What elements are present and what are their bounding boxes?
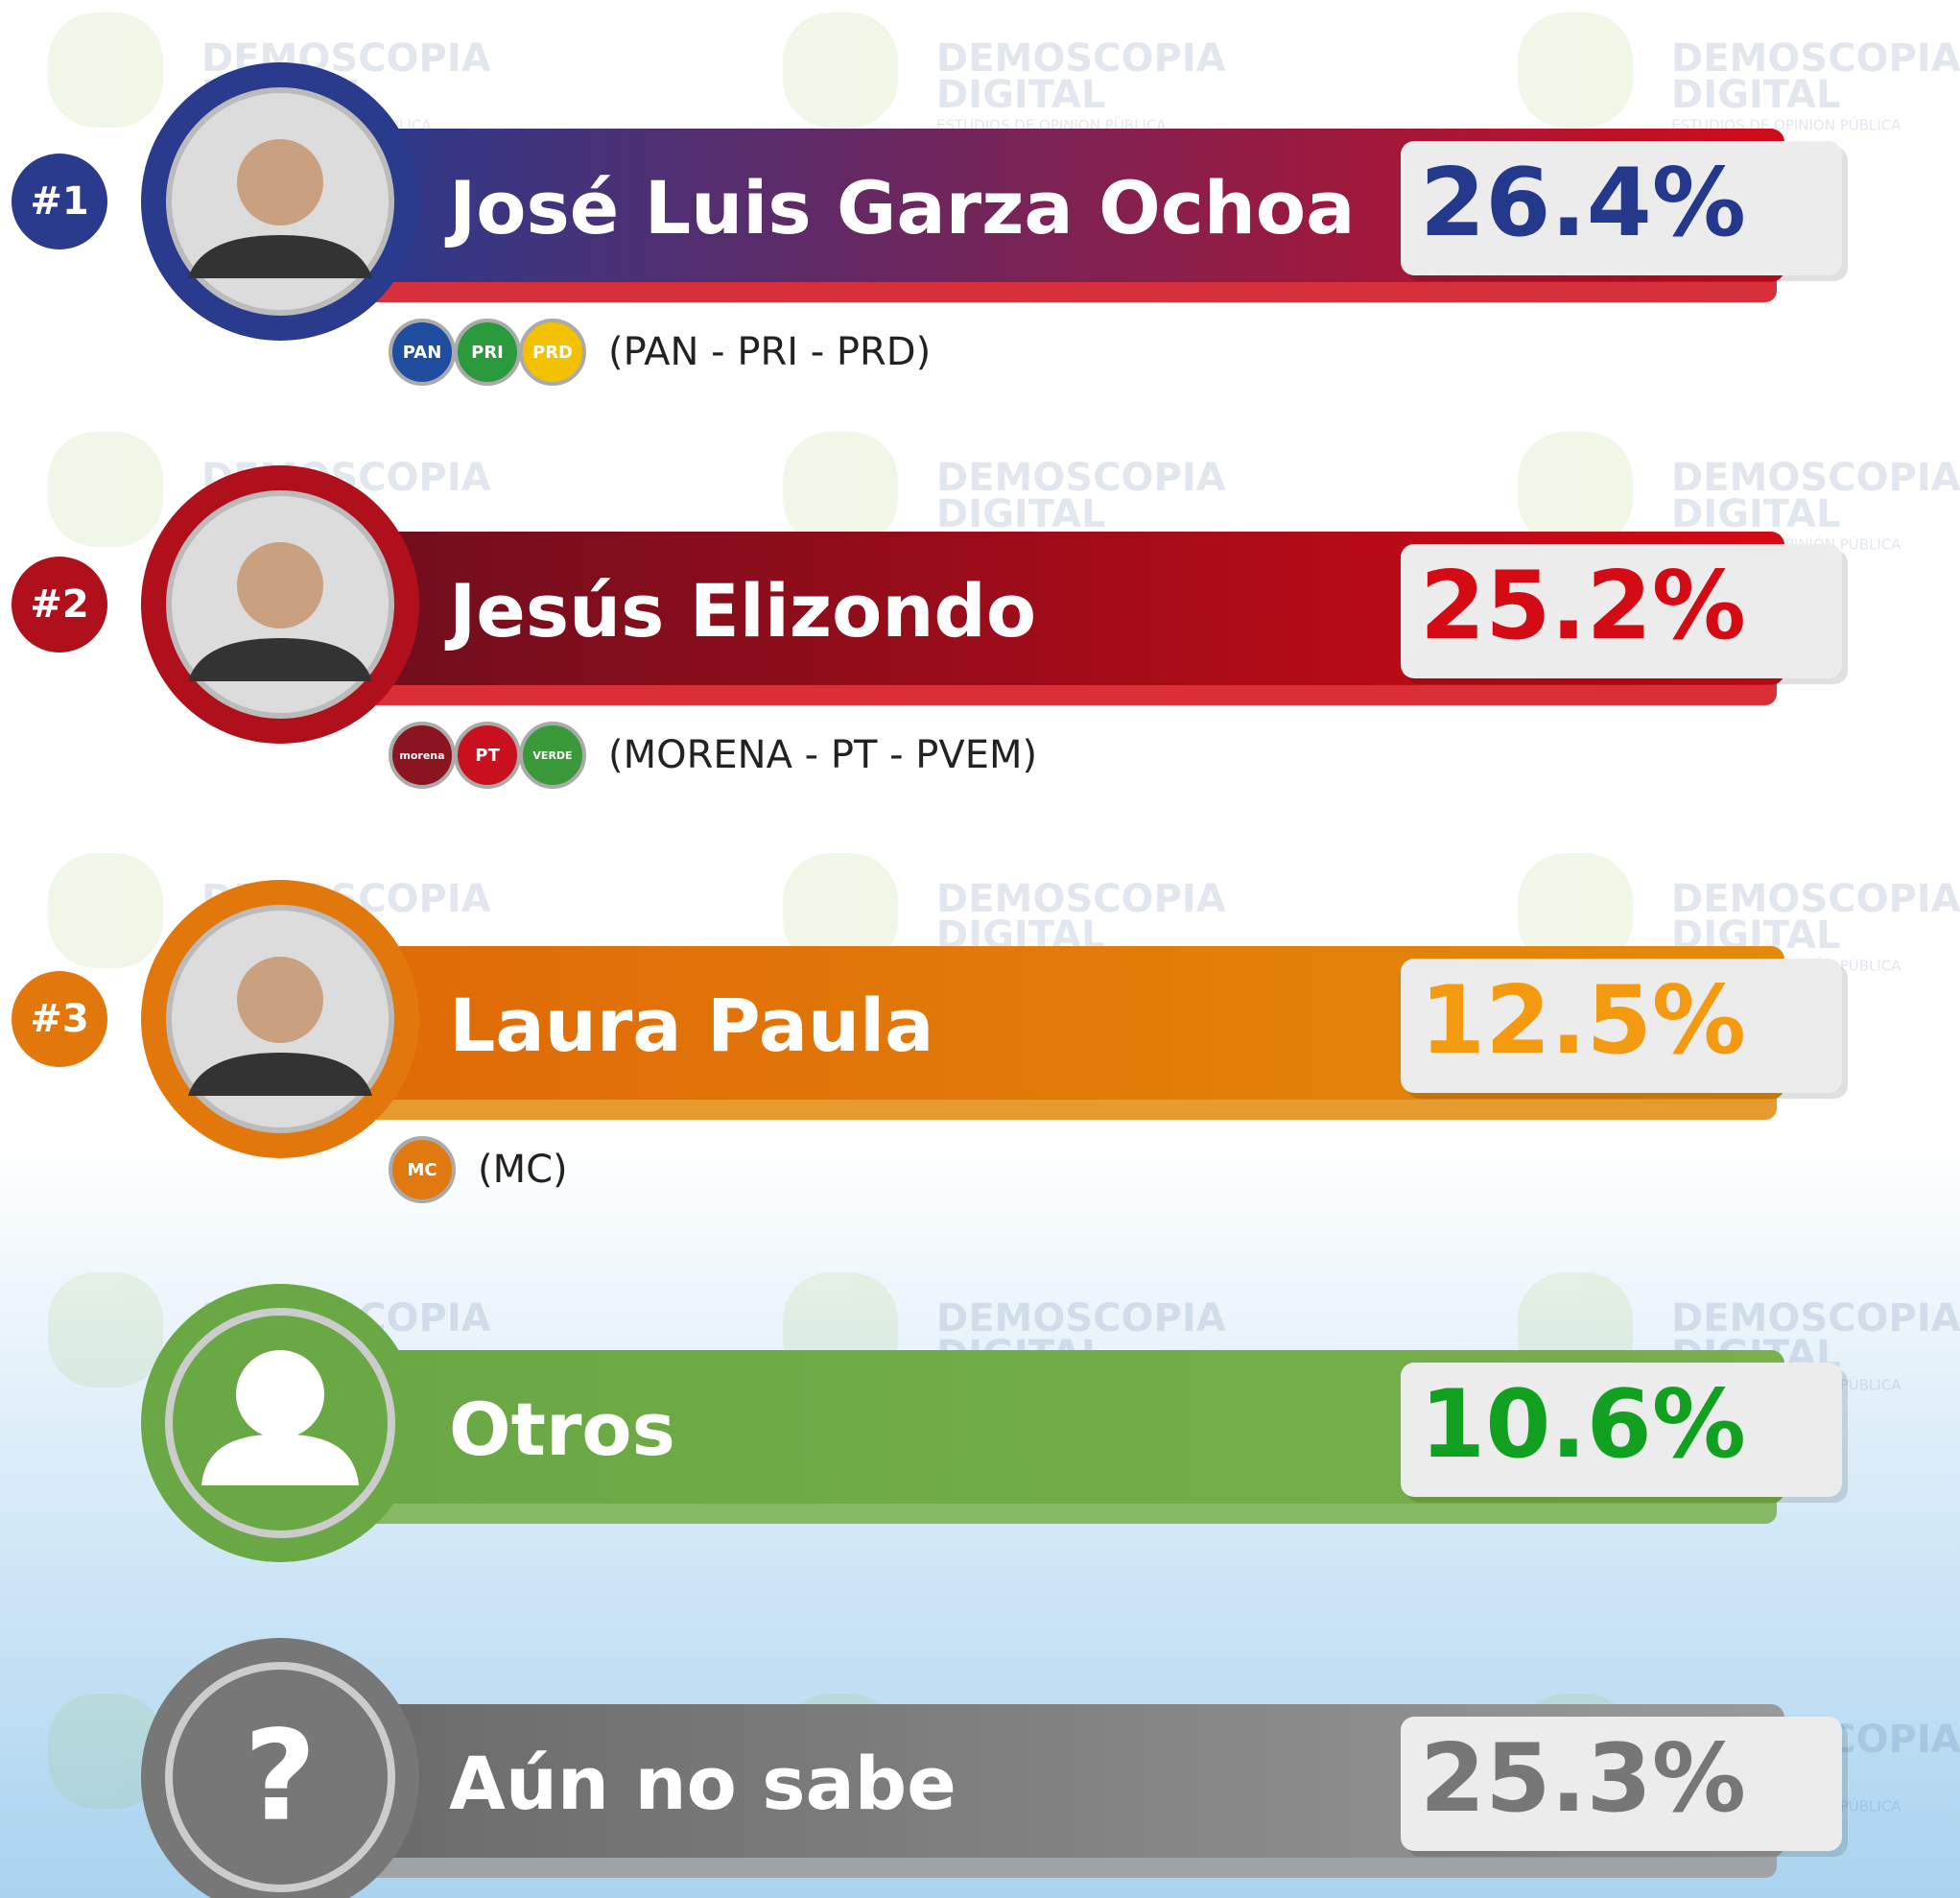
watermark-brand: DEMOSCOPIA <box>1671 877 1960 921</box>
watermark-brand: DEMOSCOPIA <box>1671 36 1960 81</box>
portrait-body <box>188 638 372 681</box>
candidate-value: 25.2% <box>1420 552 1746 661</box>
party-logo-label: VERDE <box>532 749 572 762</box>
candidate-value: 26.4% <box>1420 149 1746 258</box>
candidate-name: José Luis Garza Ochoa <box>444 165 1355 250</box>
person-head <box>236 1350 324 1438</box>
watermark-logo <box>48 1272 163 1388</box>
value-box <box>1401 141 1842 275</box>
value-box <box>1401 1717 1842 1851</box>
unknown-icon: ? <box>244 1703 316 1849</box>
candidate-value: 10.6% <box>1420 1370 1746 1480</box>
watermark-logo <box>48 853 163 968</box>
watermark-brand: DEMOSCOPIA <box>936 36 1226 81</box>
candidate-name: Otros <box>449 1387 675 1472</box>
party-logo-label: PT <box>475 746 500 766</box>
party-list: (MORENA - PT - PVEM) <box>608 733 1037 777</box>
portrait-body <box>188 1053 372 1096</box>
watermark-logo <box>48 1694 163 1809</box>
watermark-brand: DIGITAL <box>1671 73 1840 117</box>
portrait-head <box>237 542 323 629</box>
value-box <box>1401 1363 1842 1497</box>
candidate-value: 12.5% <box>1420 966 1746 1076</box>
watermark-brand: DIGITAL <box>1671 492 1840 536</box>
rank-badge <box>12 971 107 1067</box>
party-logo <box>519 722 586 789</box>
watermark-logo <box>1518 432 1633 547</box>
rank-label: #2 <box>30 582 88 627</box>
watermark-logo <box>1518 853 1633 968</box>
party-logo-label: PRD <box>532 343 573 363</box>
watermark-logo <box>783 853 898 968</box>
candidate-name: Laura Paula <box>449 983 933 1068</box>
portrait-head <box>237 957 323 1043</box>
watermark-brand: DIGITAL <box>936 73 1105 117</box>
rank-badge <box>12 154 107 249</box>
watermark-logo <box>48 432 163 547</box>
watermark-brand: DIGITAL <box>936 492 1105 536</box>
candidate-value: 25.3% <box>1420 1724 1746 1834</box>
party-logo-label: morena <box>399 749 444 762</box>
watermark-logo <box>1518 12 1633 128</box>
portrait-head <box>237 139 323 225</box>
rank-label: #1 <box>30 179 88 224</box>
candidate-name: Aún no sabe <box>449 1741 956 1826</box>
party-logo <box>389 1136 456 1203</box>
value-box <box>1401 959 1842 1093</box>
watermark-brand: DEMOSCOPIA <box>1671 456 1960 500</box>
portrait-body <box>188 235 372 278</box>
party-list: (PAN - PRI - PRD) <box>608 330 931 374</box>
party-list: (MC) <box>478 1148 568 1192</box>
watermark-brand: DEMOSCOPIA <box>936 456 1226 500</box>
party-logo-label: MC <box>407 1160 437 1180</box>
rows: 26.4% José Luis Garza Ochoa #1 PAN PRI PRD (PA… <box>12 62 1848 1898</box>
party-logo-label: PRI <box>471 343 504 363</box>
rank-label: #3 <box>30 997 88 1041</box>
watermark-brand: DEMOSCOPIA <box>936 877 1226 921</box>
person-body <box>201 1434 359 1485</box>
watermark-logo <box>783 12 898 128</box>
watermark-brand: DEMOSCOPIA <box>936 1296 1226 1340</box>
watermark-logo <box>48 12 163 128</box>
watermark-logo <box>783 432 898 547</box>
watermark-brand: DEMOSCOPIA <box>1671 1296 1960 1340</box>
candidate-name: Jesús Elizondo <box>444 568 1036 653</box>
value-box <box>1401 544 1842 678</box>
portrait-frame <box>165 1662 395 1892</box>
party-logo-label: PAN <box>403 343 442 363</box>
party-logo <box>519 319 586 386</box>
rank-badge <box>12 557 107 652</box>
